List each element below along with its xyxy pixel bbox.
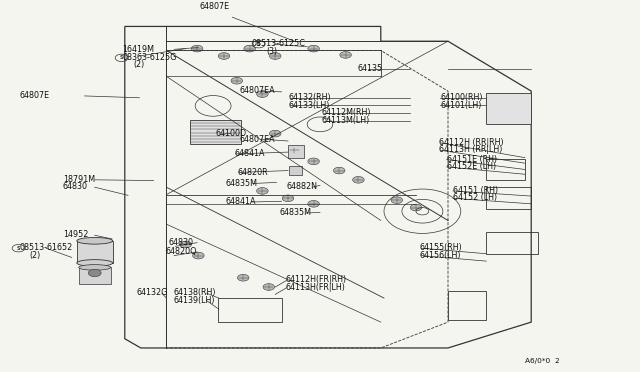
Text: 64112H(FR|RH): 64112H(FR|RH) — [285, 276, 347, 285]
Circle shape — [340, 52, 351, 58]
Bar — [288, 145, 304, 158]
Text: 64156(LH): 64156(LH) — [420, 251, 461, 260]
Ellipse shape — [79, 264, 111, 270]
Circle shape — [269, 130, 281, 137]
Circle shape — [308, 158, 319, 165]
Text: 64112M(RH): 64112M(RH) — [322, 108, 371, 118]
Bar — [79, 267, 111, 284]
Ellipse shape — [77, 237, 113, 244]
Circle shape — [193, 252, 204, 259]
Circle shape — [180, 241, 191, 248]
Circle shape — [231, 77, 243, 84]
Text: (2): (2) — [133, 60, 145, 69]
Text: 64155(RH): 64155(RH) — [420, 243, 463, 252]
Circle shape — [410, 204, 422, 211]
Text: 64113H (RR|LH): 64113H (RR|LH) — [439, 145, 502, 154]
Text: 08513-6125C: 08513-6125C — [252, 39, 305, 48]
Text: A6/0*0  2: A6/0*0 2 — [525, 358, 559, 364]
Circle shape — [237, 275, 249, 281]
Text: 64100D: 64100D — [216, 129, 247, 138]
Text: 64835M: 64835M — [226, 179, 258, 187]
Text: 64138(RH): 64138(RH) — [173, 288, 216, 297]
Text: 64807E: 64807E — [199, 2, 230, 11]
Text: 08363-6125G: 08363-6125G — [123, 52, 177, 62]
Text: 64132(RH): 64132(RH) — [289, 93, 332, 102]
Text: S: S — [17, 246, 20, 251]
Circle shape — [263, 284, 275, 290]
Ellipse shape — [77, 260, 113, 266]
Circle shape — [333, 167, 345, 174]
Bar — [289, 166, 302, 175]
Text: (2): (2) — [29, 251, 41, 260]
Circle shape — [282, 195, 294, 202]
Text: 18791M: 18791M — [63, 175, 95, 184]
Circle shape — [191, 45, 203, 52]
Text: 64151E (RH): 64151E (RH) — [447, 155, 497, 164]
Circle shape — [257, 91, 268, 97]
Text: 64101(LH): 64101(LH) — [440, 101, 482, 110]
Text: 64820R: 64820R — [237, 167, 268, 177]
Text: 64135: 64135 — [358, 64, 383, 73]
Text: 64830: 64830 — [63, 182, 88, 191]
Bar — [486, 93, 531, 124]
Text: 08513-61652: 08513-61652 — [19, 243, 72, 252]
Text: 64113M(LH): 64113M(LH) — [322, 116, 370, 125]
Text: 64151 (RH): 64151 (RH) — [453, 186, 499, 195]
Bar — [77, 241, 113, 263]
Circle shape — [244, 45, 255, 52]
Text: S: S — [120, 55, 124, 60]
Circle shape — [257, 187, 268, 194]
Text: 64807E: 64807E — [20, 92, 50, 100]
Text: 64835M: 64835M — [280, 208, 312, 217]
Text: 64152 (LH): 64152 (LH) — [453, 193, 497, 202]
Text: 64807EA: 64807EA — [240, 135, 276, 144]
Circle shape — [269, 53, 281, 59]
Text: 64113H(FR|LH): 64113H(FR|LH) — [285, 283, 346, 292]
Text: S: S — [257, 42, 260, 46]
Text: 64830: 64830 — [168, 238, 193, 247]
Circle shape — [308, 201, 319, 207]
Text: 64152E (LH): 64152E (LH) — [447, 162, 496, 171]
Text: 64841A: 64841A — [226, 197, 257, 206]
Circle shape — [308, 45, 319, 52]
Circle shape — [391, 197, 403, 203]
Text: 16419M: 16419M — [122, 45, 154, 54]
Circle shape — [88, 269, 101, 277]
Text: 64882N: 64882N — [286, 182, 317, 191]
Circle shape — [218, 53, 230, 59]
Text: (3): (3) — [266, 47, 277, 56]
Text: 64807EA: 64807EA — [240, 86, 276, 95]
Text: 64133(LH): 64133(LH) — [289, 101, 330, 110]
Text: 64841A: 64841A — [234, 149, 265, 158]
Text: 64112H (RR|RH): 64112H (RR|RH) — [439, 138, 504, 147]
Circle shape — [353, 176, 364, 183]
Text: 64100(RH): 64100(RH) — [440, 93, 483, 102]
Circle shape — [289, 147, 300, 154]
Bar — [190, 120, 241, 144]
Text: 64820Q: 64820Q — [165, 247, 196, 256]
Text: 64139(LH): 64139(LH) — [173, 296, 215, 305]
Text: 64132G: 64132G — [136, 288, 168, 297]
Text: 14952: 14952 — [63, 230, 88, 240]
